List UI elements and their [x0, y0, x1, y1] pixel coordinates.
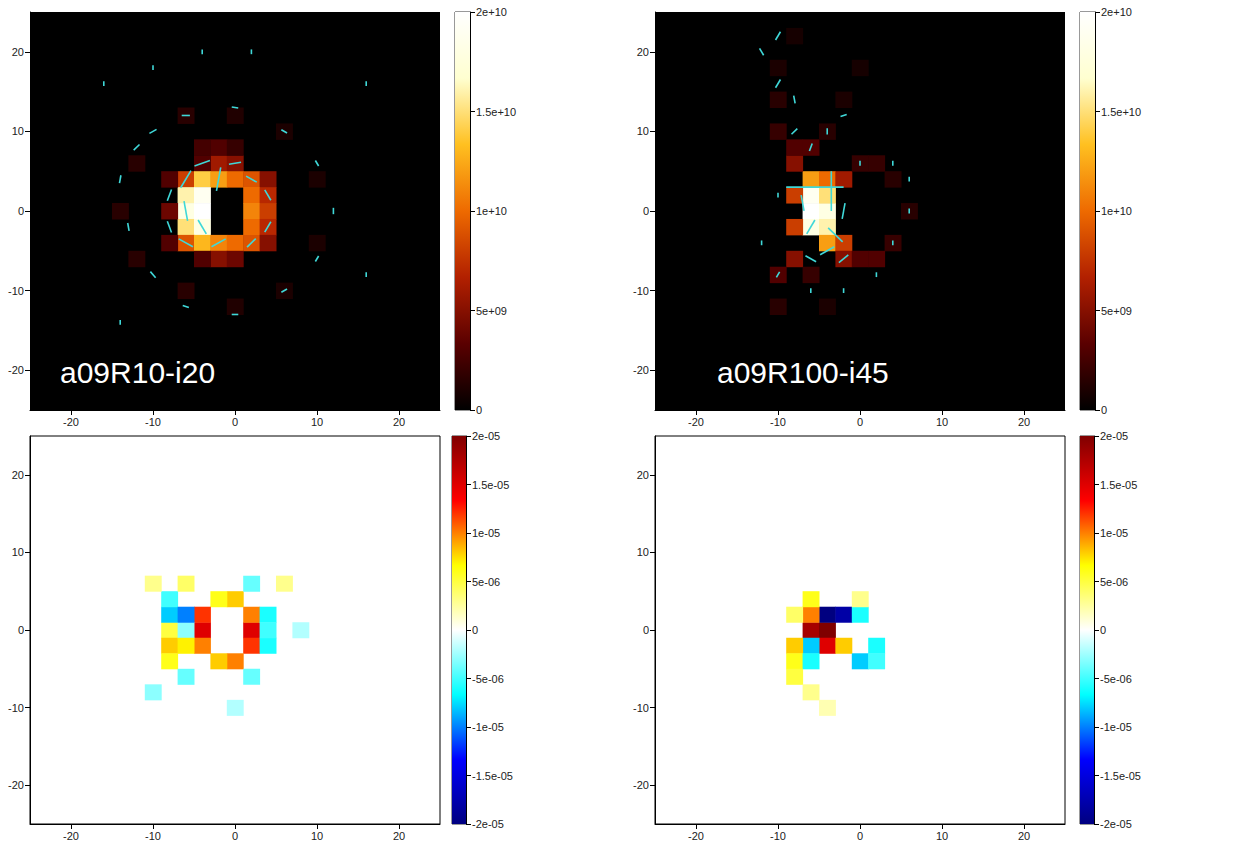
svg-text:a09R10-i20: a09R10-i20 [60, 356, 215, 389]
svg-text:-10: -10 [145, 830, 161, 842]
svg-text:10: 10 [637, 546, 649, 558]
svg-text:10: 10 [311, 416, 323, 428]
svg-text:1.5e-05: 1.5e-05 [472, 479, 509, 491]
svg-text:-10: -10 [770, 830, 786, 842]
svg-text:5e-06: 5e-06 [1100, 576, 1128, 588]
svg-text:a09R100-i45: a09R100-i45 [717, 356, 889, 389]
svg-text:0: 0 [1101, 404, 1107, 416]
svg-text:-1e-05: -1e-05 [1100, 721, 1132, 733]
svg-text:-1e-05: -1e-05 [472, 721, 504, 733]
svg-text:0: 0 [643, 205, 649, 217]
svg-text:-20: -20 [688, 416, 704, 428]
svg-text:5e+09: 5e+09 [1101, 305, 1132, 317]
svg-text:-5e-06: -5e-06 [1100, 673, 1132, 685]
svg-text:0: 0 [472, 624, 478, 636]
svg-text:-5e-06: -5e-06 [472, 673, 504, 685]
svg-text:0: 0 [857, 830, 863, 842]
svg-text:-20: -20 [63, 416, 79, 428]
svg-text:0: 0 [1100, 624, 1106, 636]
svg-text:0: 0 [18, 205, 24, 217]
svg-text:2e+10: 2e+10 [476, 6, 507, 18]
svg-text:20: 20 [12, 469, 24, 481]
svg-text:-20: -20 [688, 830, 704, 842]
svg-text:10: 10 [311, 830, 323, 842]
svg-text:1e-05: 1e-05 [1100, 527, 1128, 539]
svg-text:-20: -20 [8, 364, 24, 376]
svg-text:-10: -10 [145, 416, 161, 428]
svg-text:-20: -20 [633, 364, 649, 376]
svg-text:-1.5e-05: -1.5e-05 [472, 770, 513, 782]
svg-text:2e-05: 2e-05 [472, 430, 500, 442]
svg-text:0: 0 [18, 624, 24, 636]
svg-text:-10: -10 [633, 702, 649, 714]
svg-text:0: 0 [857, 416, 863, 428]
svg-text:10: 10 [936, 416, 948, 428]
svg-text:20: 20 [393, 830, 405, 842]
svg-text:20: 20 [12, 46, 24, 58]
svg-text:-20: -20 [63, 830, 79, 842]
svg-text:10: 10 [936, 830, 948, 842]
svg-text:20: 20 [637, 46, 649, 58]
svg-text:-2e-05: -2e-05 [472, 818, 504, 830]
svg-text:10: 10 [637, 125, 649, 137]
svg-text:1.5e-05: 1.5e-05 [1100, 479, 1137, 491]
svg-text:-2e-05: -2e-05 [1100, 818, 1132, 830]
svg-text:-10: -10 [633, 285, 649, 297]
svg-text:1.5e+10: 1.5e+10 [1101, 106, 1141, 118]
svg-text:20: 20 [393, 416, 405, 428]
svg-text:10: 10 [12, 125, 24, 137]
svg-text:20: 20 [1018, 830, 1030, 842]
svg-text:-20: -20 [8, 779, 24, 791]
svg-text:20: 20 [1018, 416, 1030, 428]
svg-text:0: 0 [232, 830, 238, 842]
svg-text:-1.5e-05: -1.5e-05 [1100, 770, 1141, 782]
svg-text:2e+10: 2e+10 [1101, 6, 1132, 18]
svg-text:5e-06: 5e-06 [472, 576, 500, 588]
svg-text:-20: -20 [633, 779, 649, 791]
svg-text:2e-05: 2e-05 [1100, 430, 1128, 442]
svg-text:1.5e+10: 1.5e+10 [476, 106, 516, 118]
svg-text:-10: -10 [770, 416, 786, 428]
svg-text:1e-05: 1e-05 [472, 527, 500, 539]
svg-text:20: 20 [637, 469, 649, 481]
svg-text:0: 0 [643, 624, 649, 636]
svg-text:-10: -10 [8, 702, 24, 714]
svg-text:1e+10: 1e+10 [1101, 205, 1132, 217]
svg-text:0: 0 [232, 416, 238, 428]
svg-text:1e+10: 1e+10 [476, 205, 507, 217]
svg-text:-10: -10 [8, 285, 24, 297]
svg-text:0: 0 [476, 404, 482, 416]
svg-text:5e+09: 5e+09 [476, 305, 507, 317]
svg-text:10: 10 [12, 546, 24, 558]
